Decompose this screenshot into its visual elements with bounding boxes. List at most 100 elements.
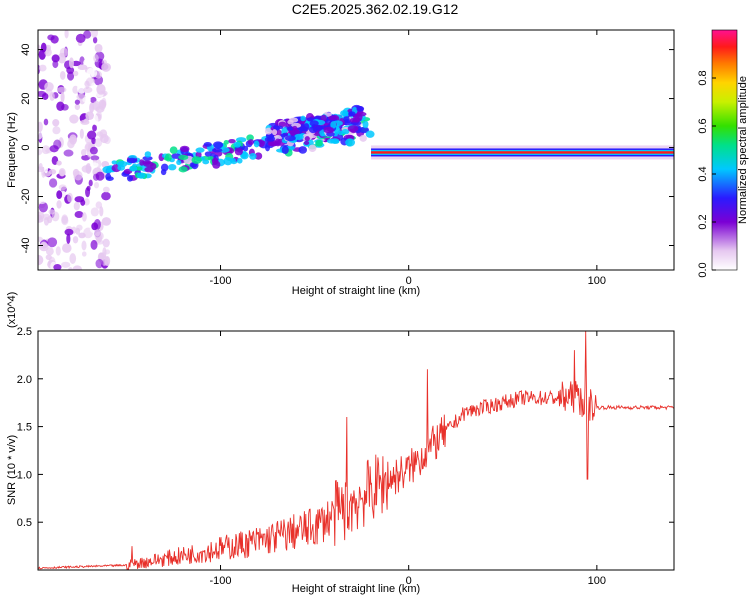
snr-y-axis-title: SNR (10 * v/v) — [6, 435, 18, 505]
spectrogram-blob — [76, 224, 83, 231]
spectrogram-blob — [67, 71, 75, 81]
colorbar: 0.0 0.2 0.4 0.6 0.8 Normalized spectral ampl… — [697, 29, 749, 278]
spectrogram-blob — [101, 191, 111, 201]
spectrogram-blob — [59, 47, 69, 57]
spectrogram-blob — [90, 207, 99, 217]
spectrogram-blob — [330, 121, 337, 129]
spectrogram-blob — [281, 145, 289, 155]
spectrogram-blob — [38, 217, 44, 223]
spectrogram-blob — [72, 236, 79, 244]
spectrogram-blob — [38, 254, 44, 266]
spectrogram-blob — [342, 121, 353, 126]
spectrogram-blob — [212, 141, 224, 149]
spectrogram-blob — [308, 144, 317, 153]
spectrogram-blob — [272, 125, 284, 130]
spectrogram-blob — [169, 146, 178, 155]
spectrogram-blob — [254, 152, 263, 160]
spectrogram-feature — [264, 104, 367, 149]
snr-series-line — [38, 331, 674, 570]
colorbar-tick-label: 0.4 — [697, 166, 709, 181]
spectrogram-blob — [352, 117, 361, 123]
spectrogram-blob — [211, 157, 219, 165]
spectrogram-y-ticks: -40 -20 0 20 40 — [20, 43, 674, 253]
spectrogram-y-axis-title: Frequency (Hz) — [6, 112, 18, 188]
spectrogram-blob — [61, 156, 71, 164]
spectrogram-blob — [47, 34, 55, 41]
snr-x-tick-label: -100 — [210, 575, 232, 587]
spectrogram-blob — [129, 165, 138, 172]
spectrogram-blob — [264, 137, 271, 142]
spectrogram-blob — [61, 104, 69, 111]
spectrogram-y-tick-label: -20 — [20, 189, 32, 205]
spectrogram-blob — [74, 210, 84, 218]
colorbar-tick-label: 0.8 — [697, 70, 709, 85]
spectrogram-blob — [52, 110, 58, 116]
spectrogram-x-tick-label: -100 — [210, 275, 232, 287]
spectrogram-band-core — [371, 151, 674, 154]
spectrogram-blob — [234, 147, 243, 156]
spectrogram-blob — [88, 179, 93, 187]
spectrogram-blob — [99, 206, 104, 217]
spectrogram-blob — [178, 154, 189, 160]
spectrogram-blob — [95, 171, 105, 181]
colorbar-tick-label: 0.2 — [697, 214, 709, 229]
spectrogram-blob — [257, 139, 265, 147]
spectrogram-blob — [150, 162, 157, 170]
spectrogram-blob — [102, 186, 110, 193]
spectrogram-blob — [94, 138, 103, 147]
spectrogram-blob — [41, 92, 49, 100]
spectrogram-blob — [40, 42, 47, 53]
spectrogram-blob — [74, 196, 85, 203]
spectrogram-y-tick-label: 40 — [20, 43, 32, 55]
spectrogram-blob — [66, 233, 71, 245]
spectrogram-blob — [73, 70, 79, 77]
spectrogram-blob — [44, 48, 52, 57]
spectrogram-blob — [38, 236, 44, 242]
spectrogram-blob — [126, 157, 138, 164]
spectrogram-blob — [44, 81, 54, 92]
spectrogram-blob — [315, 139, 323, 147]
spectrogram-blob — [253, 140, 260, 148]
spectrogram-blob — [135, 166, 143, 171]
spectrogram-blob — [83, 86, 93, 93]
spectrogram-blob — [229, 157, 237, 163]
spectrogram-blob — [343, 116, 350, 122]
snr-y-multiplier: (x10^4) — [6, 292, 18, 328]
spectrogram-blob — [168, 164, 177, 171]
spectrogram-x-ticks: -100 0 100 — [210, 30, 606, 287]
spectrogram-blob — [92, 124, 97, 132]
spectrogram-blob — [48, 178, 58, 188]
spectrogram-blob — [63, 149, 74, 157]
spectrogram-blob — [55, 246, 61, 256]
spectrogram-blob — [48, 209, 56, 215]
spectrogram-blob — [101, 62, 111, 72]
spectrogram-blob — [41, 145, 51, 155]
spectrogram-blob — [86, 67, 95, 78]
spectrogram-blob — [42, 171, 51, 177]
spectrogram-blob — [94, 43, 103, 53]
spectrogram-blob — [356, 105, 365, 112]
spectrogram-blob — [300, 115, 306, 122]
spectrogram-blob — [304, 136, 310, 142]
spectrogram-blob — [268, 141, 279, 146]
spectrogram-blob — [341, 129, 350, 135]
spectrogram-blob — [264, 127, 273, 135]
spectrogram-blob — [47, 215, 53, 224]
spectrogram-blob — [51, 54, 60, 63]
spectrogram-blob — [92, 36, 98, 44]
spectrogram-blob — [87, 130, 97, 140]
spectrogram-y-tick-label: 20 — [20, 92, 32, 104]
spectrogram-panel: -100 0 100 -40 -20 0 20 40 Height of straight … — [6, 29, 675, 297]
spectrogram-blob — [204, 151, 212, 157]
snr-y-tick-label: 2.0 — [17, 374, 32, 386]
spectrogram-blob — [61, 215, 69, 226]
spectrogram-blob — [176, 159, 182, 165]
spectrogram-blob — [195, 147, 205, 153]
spectrogram-y-tick-label: 0 — [20, 144, 32, 150]
spectrogram-blob — [80, 148, 87, 157]
spectrogram-blob — [292, 125, 298, 130]
spectrogram-blob — [83, 58, 91, 67]
spectrogram-blob — [94, 229, 101, 237]
spectrogram-blob — [94, 181, 100, 189]
spectrogram-blob — [90, 239, 98, 250]
